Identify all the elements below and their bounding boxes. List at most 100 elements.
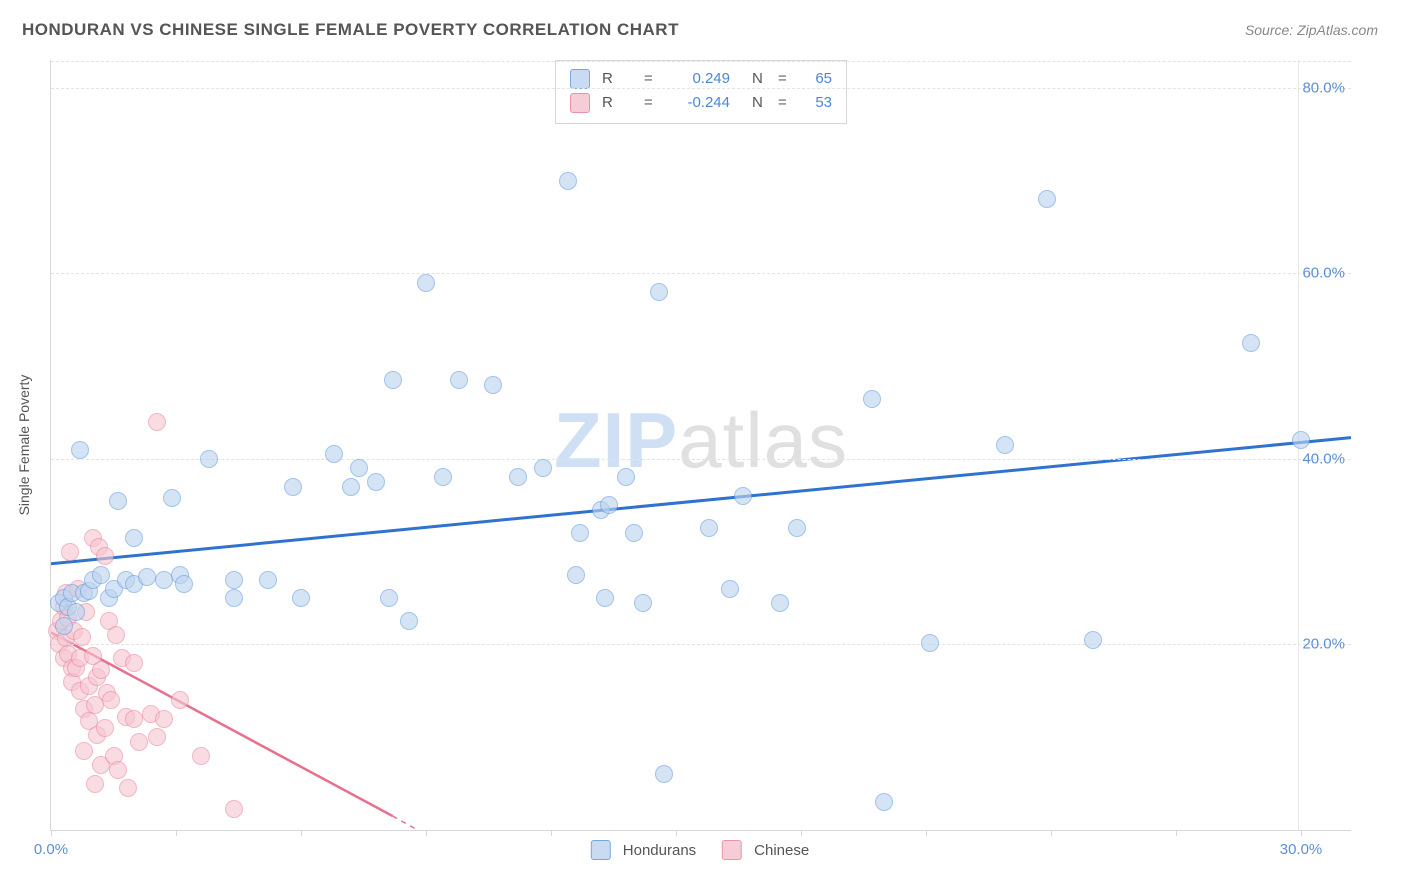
legend-swatch [570, 69, 590, 89]
legend-item: Chinese [722, 840, 809, 860]
data-point [617, 468, 635, 486]
gridline-h [51, 459, 1351, 460]
data-point [350, 459, 368, 477]
data-point [155, 710, 173, 728]
legend-n-value: 53 [798, 91, 832, 115]
data-point [119, 779, 137, 797]
legend-r-label: R [602, 91, 636, 115]
y-tick-label: 80.0% [1302, 79, 1345, 96]
data-point [417, 274, 435, 292]
data-point [534, 459, 552, 477]
legend-row: R=-0.244N=53 [570, 91, 832, 115]
data-point [509, 468, 527, 486]
data-point [225, 800, 243, 818]
x-tick-label: 30.0% [1280, 841, 1323, 858]
data-point [384, 371, 402, 389]
legend-r-value: -0.244 [664, 91, 744, 115]
y-axis-label: Single Female Poverty [16, 375, 32, 516]
legend-label: Hondurans [623, 842, 696, 859]
y-tick-label: 60.0% [1302, 265, 1345, 282]
legend-swatch [722, 840, 742, 860]
data-point [788, 519, 806, 537]
watermark-zip: ZIP [554, 396, 678, 484]
data-point [109, 761, 127, 779]
data-point [61, 543, 79, 561]
data-point [650, 283, 668, 301]
data-point [86, 775, 104, 793]
data-point [125, 529, 143, 547]
x-tick-label: 0.0% [34, 841, 68, 858]
data-point [875, 793, 893, 811]
x-tick [1051, 830, 1052, 836]
data-point [921, 634, 939, 652]
x-tick [426, 830, 427, 836]
data-point [559, 172, 577, 190]
gridline-h-top [51, 61, 1351, 62]
legend-label: Chinese [754, 842, 809, 859]
x-tick [676, 830, 677, 836]
x-tick [926, 830, 927, 836]
data-point [567, 566, 585, 584]
chart-container: ZIPatlas R=0.249N=65R=-0.244N=53 20.0%40… [50, 60, 1350, 830]
data-point [721, 580, 739, 598]
data-point [200, 450, 218, 468]
data-point [55, 617, 73, 635]
source-label: Source: ZipAtlas.com [1245, 22, 1378, 38]
data-point [325, 445, 343, 463]
x-tick [301, 830, 302, 836]
data-point [284, 478, 302, 496]
x-tick [801, 830, 802, 836]
data-point [163, 489, 181, 507]
data-point [225, 589, 243, 607]
data-point [71, 441, 89, 459]
data-point [292, 589, 310, 607]
data-point [700, 519, 718, 537]
watermark-atlas: atlas [678, 396, 848, 484]
data-point [130, 733, 148, 751]
legend-series: Hondurans Chinese [591, 840, 809, 860]
data-point [863, 390, 881, 408]
data-point [175, 575, 193, 593]
data-point [400, 612, 418, 630]
trend-lines [51, 60, 1351, 830]
data-point [434, 468, 452, 486]
x-tick [1176, 830, 1177, 836]
data-point [171, 691, 189, 709]
data-point [450, 371, 468, 389]
legend-item: Hondurans [591, 840, 696, 860]
data-point [75, 742, 93, 760]
gridline-h [51, 88, 1351, 89]
data-point [380, 589, 398, 607]
legend-swatch [570, 93, 590, 113]
data-point [571, 524, 589, 542]
y-tick-label: 40.0% [1302, 450, 1345, 467]
data-point [73, 628, 91, 646]
data-point [600, 496, 618, 514]
y-tick-label: 20.0% [1302, 636, 1345, 653]
data-point [92, 661, 110, 679]
data-point [125, 710, 143, 728]
plot-area: ZIPatlas R=0.249N=65R=-0.244N=53 20.0%40… [50, 60, 1351, 831]
data-point [342, 478, 360, 496]
data-point [109, 492, 127, 510]
data-point [1292, 431, 1310, 449]
data-point [96, 547, 114, 565]
gridline-h [51, 644, 1351, 645]
data-point [1242, 334, 1260, 352]
watermark: ZIPatlas [554, 395, 848, 486]
x-tick [551, 830, 552, 836]
data-point [596, 589, 614, 607]
data-point [225, 571, 243, 589]
data-point [102, 691, 120, 709]
data-point [996, 436, 1014, 454]
x-tick [51, 830, 52, 836]
data-point [1038, 190, 1056, 208]
data-point [734, 487, 752, 505]
legend-swatch [591, 840, 611, 860]
data-point [138, 568, 156, 586]
data-point [484, 376, 502, 394]
x-tick [1301, 830, 1302, 836]
data-point [634, 594, 652, 612]
data-point [367, 473, 385, 491]
x-tick [176, 830, 177, 836]
